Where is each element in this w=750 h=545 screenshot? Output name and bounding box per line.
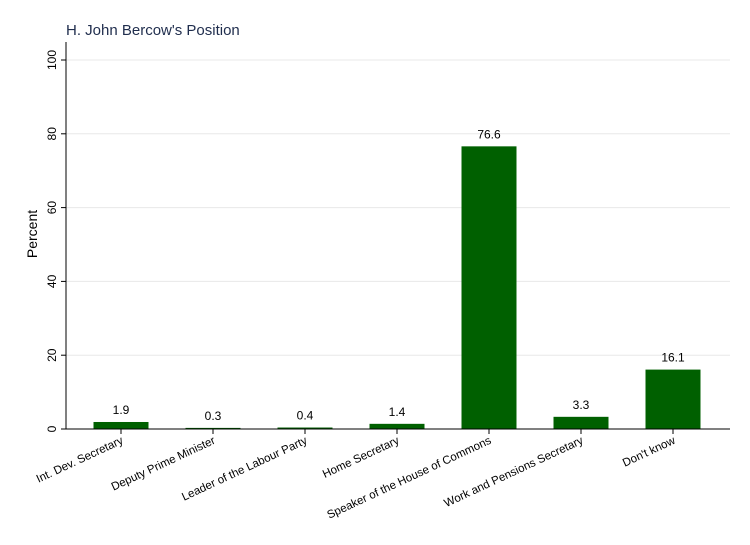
data-label: 3.3	[573, 398, 590, 412]
bar	[369, 423, 425, 429]
data-label: 0.4	[297, 409, 314, 423]
y-tick-label: 20	[45, 348, 59, 362]
y-axis-label: Percent	[24, 210, 40, 258]
y-tick-label: 0	[45, 425, 59, 432]
x-tick-label: Home Secretary	[321, 435, 402, 481]
x-tick-label: Int. Dev. Secretary	[35, 435, 126, 486]
bar	[185, 427, 241, 429]
data-label: 1.4	[389, 405, 406, 419]
data-label: 0.3	[205, 409, 222, 423]
y-tick-label: 100	[45, 50, 59, 70]
y-tick-label: 80	[45, 127, 59, 141]
x-tick-label: Don't know	[621, 435, 678, 470]
data-labels: 1.9 0.3 0.4 1.4 76.6 3.3 16.1	[113, 127, 685, 423]
y-axis-ticks: 0 20 40 60 80 100	[45, 50, 66, 432]
gridlines	[66, 59, 730, 356]
bar	[461, 146, 517, 429]
bars	[93, 146, 701, 429]
y-tick-label: 60	[45, 201, 59, 215]
x-tick-label: Speaker of the House of Commons	[325, 435, 493, 522]
y-tick-label: 40	[45, 274, 59, 288]
bar	[553, 416, 609, 429]
bar	[277, 427, 333, 429]
data-label: 1.9	[113, 403, 130, 417]
bar	[645, 369, 701, 429]
data-label: 76.6	[477, 127, 501, 141]
chart-title: H. John Bercow's Position	[66, 22, 240, 39]
data-label: 16.1	[661, 351, 685, 365]
bar	[93, 421, 149, 429]
